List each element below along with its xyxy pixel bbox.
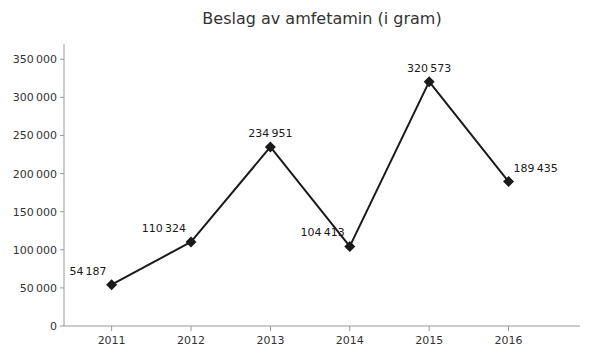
y-tick <box>60 326 64 327</box>
x-tick <box>270 326 271 331</box>
x-tick-label: 2014 <box>336 334 364 347</box>
y-tick-label: 50 000 <box>20 282 57 295</box>
y-tick-label: 300 000 <box>13 91 57 104</box>
x-tick <box>349 326 350 331</box>
y-tick-label: 250 000 <box>13 129 57 142</box>
chart: Beslag av amfetamin (i gram) 0 50 000 100 0… <box>0 0 600 356</box>
marker <box>424 76 435 87</box>
x-tick <box>191 326 192 331</box>
y-tick <box>60 249 64 250</box>
data-label: 54 187 <box>69 265 106 278</box>
marker <box>106 279 117 290</box>
title: Beslag av amfetamin (i gram) <box>202 9 441 28</box>
data-label: 234 951 <box>248 127 292 140</box>
x-tick <box>508 326 509 331</box>
line <box>112 82 509 285</box>
data-label: 104 413 <box>301 226 345 239</box>
y-tick <box>60 211 64 212</box>
y-tick <box>60 135 64 136</box>
marker <box>344 241 355 252</box>
y-tick <box>60 59 64 60</box>
y-tick <box>60 173 64 174</box>
x-tick-label: 2016 <box>495 334 523 347</box>
y-tick <box>60 287 64 288</box>
x-tick-label: 2015 <box>415 334 443 347</box>
y-tick <box>60 97 64 98</box>
marker <box>503 176 514 187</box>
x-axis-line <box>64 326 580 327</box>
marker <box>186 236 197 247</box>
y-tick-label: 200 000 <box>13 168 57 181</box>
y-tick-label: 100 000 <box>13 244 57 257</box>
x-tick-label: 2013 <box>256 334 284 347</box>
data-label: 320 573 <box>407 62 451 75</box>
y-tick-label: 350 000 <box>13 53 57 66</box>
y-tick-label: 150 000 <box>13 206 57 219</box>
y-axis-line <box>64 44 65 326</box>
x-tick <box>429 326 430 331</box>
data-label: 189 435 <box>514 162 558 175</box>
y-tick-label: 0 <box>50 320 57 333</box>
marker <box>265 141 276 152</box>
marks <box>106 76 514 290</box>
x-tick-label: 2012 <box>177 334 205 347</box>
x-tick-label: 2011 <box>98 334 126 347</box>
data-label: 110 324 <box>142 222 186 235</box>
x-tick <box>111 326 112 331</box>
